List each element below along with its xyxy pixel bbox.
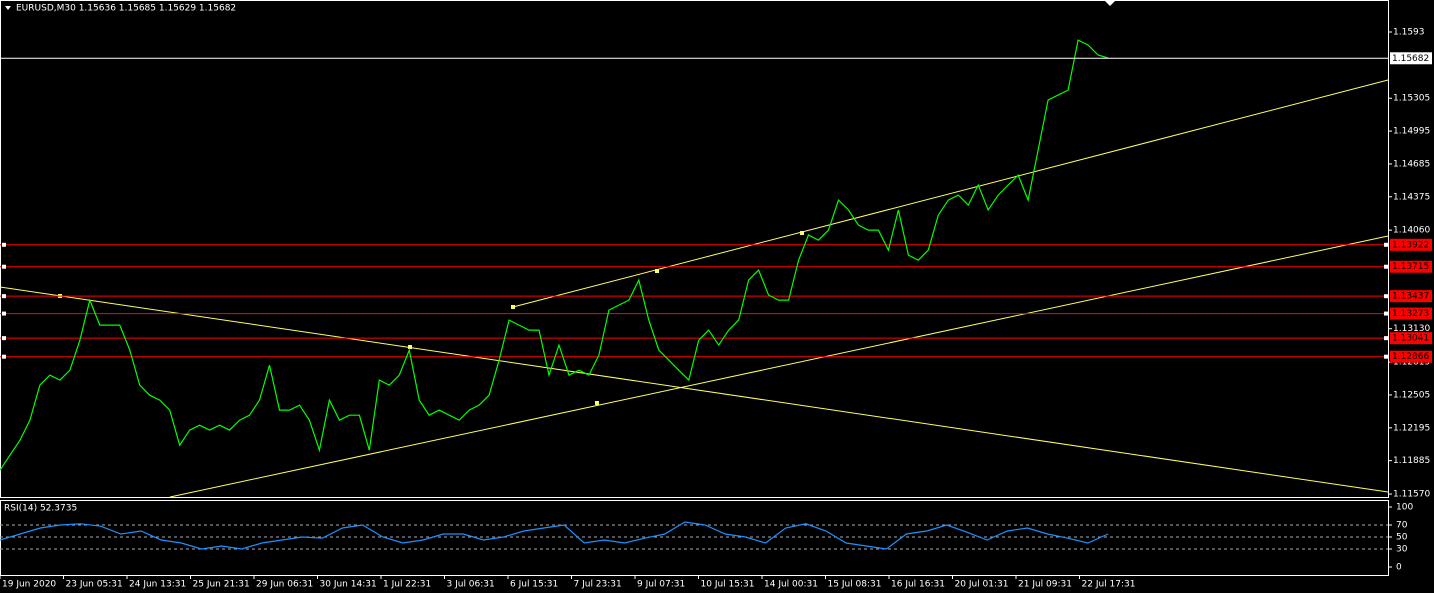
y-tick-label: 50 [1396,533,1408,543]
level-handle [1384,264,1388,269]
x-tick-label: 21 Jul 09:31 [1018,580,1072,590]
y-tick-label: 70 [1396,521,1408,531]
y-tick-label: 1.12195 [1393,423,1430,433]
y-tick-label: 100 [1396,503,1413,513]
x-tick-label: 29 Jun 06:31 [256,580,313,590]
y-tick-label: 1.15305 [1393,94,1430,104]
symbol-header: EURUSD,M30 1.15636 1.15685 1.15629 1.156… [16,4,236,14]
x-tick-label: 6 Jul 15:31 [510,580,558,590]
level-handle [1384,242,1388,247]
x-tick-label: 25 Jun 21:31 [193,580,250,590]
level-label: 1.13922 [1392,240,1429,250]
level-label-bg [1390,260,1432,273]
anchor [408,345,412,349]
price-frame [0,0,1389,498]
y-tick-label: 1.14995 [1393,127,1430,137]
y-tick-label: 1.12505 [1393,390,1430,400]
x-tick-label: 19 Jun 2020 [2,580,56,590]
level-label: 1.13041 [1392,334,1429,344]
level-handle [1384,311,1388,316]
x-tick-label: 9 Jul 07:31 [637,580,685,590]
level-label-bg [1390,307,1432,320]
anchor [800,231,804,235]
level-handle [1384,294,1388,299]
y-tick-label: 0 [1396,563,1402,573]
anchor [511,305,515,309]
y-tick-label: 1.14375 [1393,192,1430,202]
y-tick-label: 1.13130 [1393,324,1430,334]
level-label-bg [1390,290,1432,303]
level-label-bg [1390,350,1432,363]
last-price-bg [1390,52,1432,65]
level-label: 1.13715 [1392,262,1429,272]
x-tick-label: 20 Jul 01:31 [955,580,1009,590]
level-handle [1384,336,1388,341]
menu-arrow[interactable] [5,6,11,10]
level-label: 1.12866 [1392,352,1429,362]
level-handle [2,336,6,341]
anchor [595,401,599,405]
level-handle [2,242,6,247]
shift-marker [1104,0,1116,6]
y-tick-label: 1.1593 [1393,28,1425,38]
series-line [0,521,1109,550]
x-tick-label: 23 Jun 05:31 [66,580,123,590]
last-price-label: 1.15682 [1392,54,1429,64]
trendline [0,286,1389,493]
series-line [0,39,1109,471]
level-handle [2,294,6,299]
x-tick-label: 30 Jun 14:31 [320,580,377,590]
x-tick-label: 3 Jul 06:31 [447,580,495,590]
level-label-bg [1390,332,1432,345]
level-handle [1384,354,1388,359]
y-tick-label: 1.11570 [1393,490,1430,500]
y-tick-label: 1.14060 [1393,226,1430,236]
x-tick-label: 24 Jun 13:31 [129,580,186,590]
x-tick-label: 7 Jul 23:31 [574,580,622,590]
y-tick-label: 1.11885 [1393,456,1430,466]
x-tick-label: 15 Jul 08:31 [828,580,882,590]
x-tick-label: 22 Jul 17:31 [1082,580,1136,590]
level-label: 1.13437 [1392,292,1429,302]
level-handle [2,354,6,359]
rsi-frame [0,500,1389,576]
anchor [655,269,659,273]
y-tick-label: 1.14685 [1393,159,1430,169]
level-handle [2,311,6,316]
level-label-bg [1390,238,1432,251]
y-tick-label: 30 [1396,545,1408,555]
level-handle [2,264,6,269]
x-tick-label: 14 Jul 00:31 [764,580,818,590]
rsi-title: RSI(14) 52.3735 [4,504,77,514]
x-tick-label: 1 Jul 22:31 [383,580,431,590]
x-tick-label: 16 Jul 16:31 [891,580,945,590]
x-tick-label: 10 Jul 15:31 [701,580,755,590]
level-label: 1.13273 [1392,309,1429,319]
trendline [169,235,1389,498]
